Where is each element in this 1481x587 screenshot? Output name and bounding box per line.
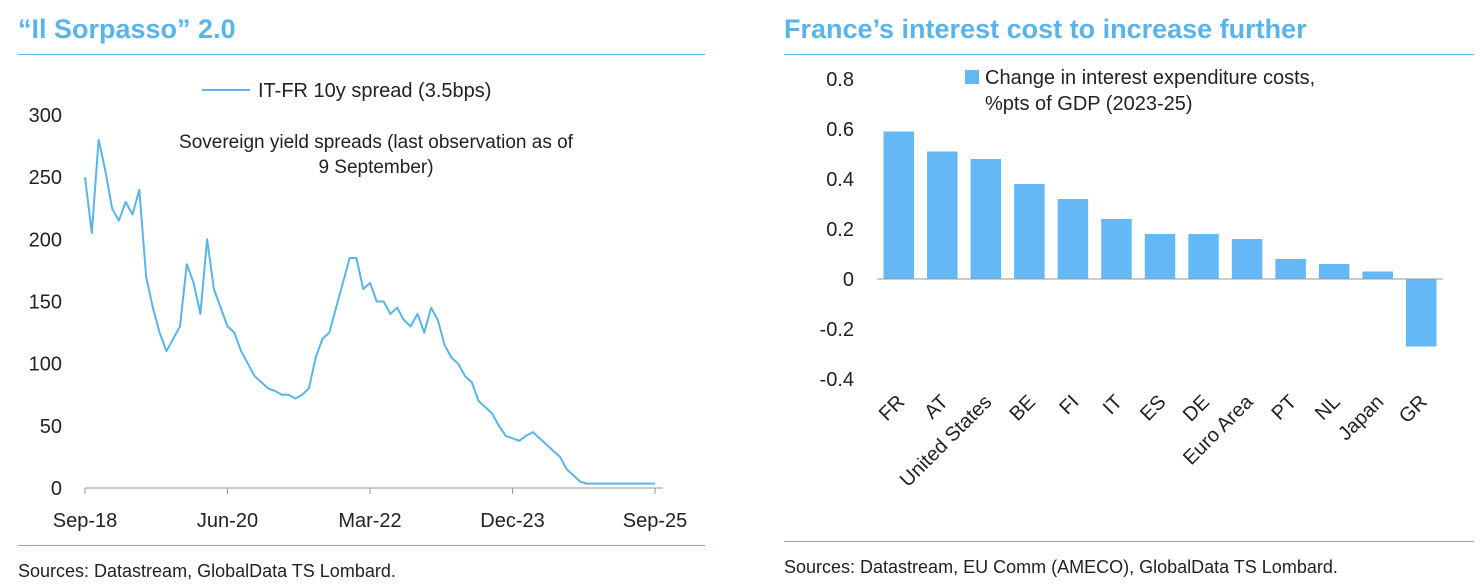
left-annotation-line-1: Sovereign yield spreads (last observatio… [179,132,574,153]
left-chart-title: “Il Sorpasso” 2.0 [18,14,236,44]
left-x-tick-label: Sep-18 [53,510,118,532]
spread-line [84,138,655,485]
left-legend-label: IT-FR 10y spread (3.5bps) [258,80,491,102]
left-y-tick-label: 300 [29,105,62,127]
left-x-tick-label: Mar-22 [338,510,401,532]
right-bottom-divider [784,541,1474,542]
left-y-tick-label: 200 [29,229,62,251]
left-annotation-line-2: 9 September) [318,157,433,178]
left-y-tick-label: 0 [51,478,62,500]
left-chart-source: Sources: Datastream, GlobalData TS Lomba… [18,561,396,581]
left-x-tick-label: Dec-23 [480,510,544,532]
left-y-tick-label: 150 [29,292,62,314]
left-legend: IT-FR 10y spread (3.5bps) [202,80,491,102]
left-y-tick-label: 250 [29,167,62,189]
right-chart-source: Sources: Datastream, EU Comm (AMECO), Gl… [784,557,1338,577]
right-chart-title: France’s interest cost to increase furth… [784,14,1307,44]
left-y-tick-label: 50 [40,416,62,438]
left-x-tick-label: Sep-25 [623,510,688,532]
right-title-divider [784,54,1474,55]
left-bottom-divider [18,545,705,546]
left-x-tick-label: Jun-20 [197,510,258,532]
left-x-ticks: Sep-18 Jun-20 Mar-22 Dec-23 Sep-25 [53,488,688,532]
left-y-ticks: 0 50 100 150 200 250 300 [29,105,62,500]
left-y-tick-label: 100 [29,354,62,376]
left-title-divider [18,54,705,55]
